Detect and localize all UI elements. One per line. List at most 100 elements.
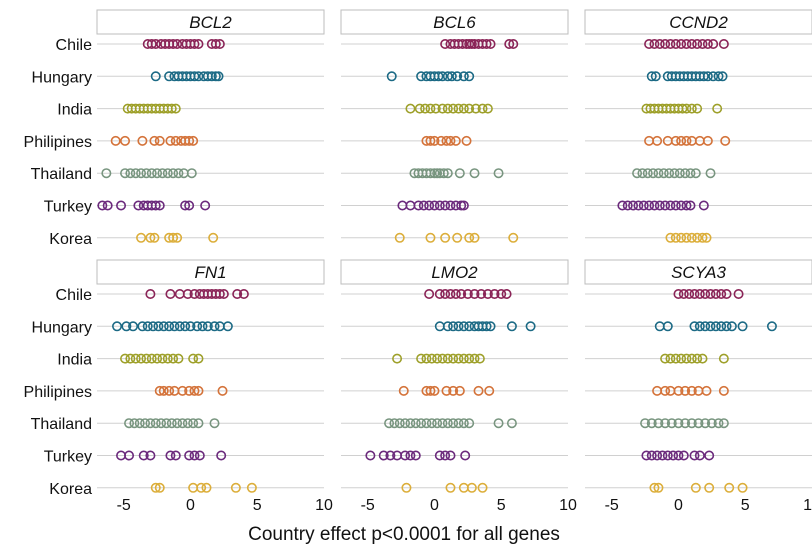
panel-strip bbox=[340, 259, 569, 285]
point-korea bbox=[676, 232, 687, 243]
panel-bcl2: BCL2 bbox=[96, 9, 325, 243]
point-philipines bbox=[450, 135, 461, 146]
point-turkey bbox=[704, 450, 715, 461]
point-thailand bbox=[648, 168, 659, 179]
point-korea bbox=[697, 232, 708, 243]
point-india bbox=[432, 353, 443, 364]
point-thailand bbox=[421, 418, 432, 429]
point-india bbox=[166, 103, 177, 114]
point-chile bbox=[214, 38, 225, 49]
point-india bbox=[681, 103, 692, 114]
point-chile bbox=[660, 38, 671, 49]
country-label-korea: Korea bbox=[49, 481, 92, 498]
point-india bbox=[469, 353, 480, 364]
point-turkey bbox=[200, 200, 211, 211]
point-thailand bbox=[101, 168, 112, 179]
point-hungary bbox=[689, 321, 700, 332]
point-korea bbox=[469, 232, 480, 243]
country-label-thailand: Thailand bbox=[31, 166, 92, 183]
point-korea bbox=[704, 482, 715, 493]
point-turkey bbox=[638, 200, 649, 211]
point-india bbox=[136, 353, 147, 364]
point-thailand bbox=[464, 418, 475, 429]
point-turkey bbox=[133, 200, 144, 211]
point-turkey bbox=[434, 450, 445, 461]
panel-lmo2: LMO2 bbox=[340, 259, 569, 493]
point-hungary bbox=[164, 321, 175, 332]
point-thailand bbox=[658, 168, 669, 179]
point-hungary bbox=[716, 321, 727, 332]
point-korea bbox=[477, 482, 488, 493]
point-thailand bbox=[653, 418, 664, 429]
point-hungary bbox=[458, 321, 469, 332]
point-hungary bbox=[446, 71, 457, 82]
point-thailand bbox=[506, 418, 517, 429]
point-thailand bbox=[405, 418, 416, 429]
point-turkey bbox=[628, 200, 639, 211]
point-india bbox=[442, 353, 453, 364]
point-korea bbox=[464, 232, 475, 243]
panel-strip bbox=[584, 259, 812, 285]
point-thailand bbox=[125, 168, 136, 179]
point-thailand bbox=[177, 418, 188, 429]
point-korea bbox=[440, 232, 451, 243]
panels-layer: BCL2 BCL6 CCND2 FN1 LMO2 SCYA3 bbox=[96, 9, 812, 493]
x-tick-label: 0 bbox=[186, 497, 195, 514]
point-thailand bbox=[660, 418, 671, 429]
point-hungary bbox=[485, 321, 496, 332]
point-chile bbox=[165, 288, 176, 299]
point-turkey bbox=[102, 200, 113, 211]
point-thailand bbox=[136, 168, 147, 179]
point-chile bbox=[676, 38, 687, 49]
point-philipines bbox=[436, 135, 447, 146]
point-turkey bbox=[170, 450, 181, 461]
point-hungary bbox=[646, 71, 657, 82]
point-thailand bbox=[145, 418, 156, 429]
point-india bbox=[426, 353, 437, 364]
panel-title: BCL6 bbox=[433, 13, 476, 32]
country-labels: Chile Hungary India Philipines Thailand Turke… bbox=[24, 37, 93, 498]
point-turkey bbox=[440, 200, 451, 211]
point-turkey bbox=[378, 450, 389, 461]
point-turkey bbox=[400, 450, 411, 461]
point-india bbox=[686, 103, 697, 114]
point-india bbox=[686, 353, 697, 364]
x-axis-label: Country effect p<0.0001 for all genes bbox=[248, 524, 560, 544]
point-turkey bbox=[685, 200, 696, 211]
point-thailand bbox=[182, 418, 193, 429]
point-hungary bbox=[416, 71, 427, 82]
point-india bbox=[660, 353, 671, 364]
point-korea bbox=[653, 482, 664, 493]
point-india bbox=[193, 353, 204, 364]
point-hungary bbox=[662, 321, 673, 332]
point-philipines bbox=[670, 135, 681, 146]
point-philipines bbox=[165, 135, 176, 146]
x-tick-label: 5 bbox=[741, 497, 750, 514]
point-thailand bbox=[442, 168, 453, 179]
point-chile bbox=[718, 38, 729, 49]
point-hungary bbox=[710, 321, 721, 332]
point-turkey bbox=[418, 200, 429, 211]
point-turkey bbox=[676, 200, 687, 211]
point-chile bbox=[440, 38, 451, 49]
point-chile bbox=[681, 38, 692, 49]
point-thailand bbox=[426, 418, 437, 429]
point-india bbox=[130, 353, 141, 364]
point-turkey bbox=[445, 200, 456, 211]
country-label-turkey: Turkey bbox=[44, 199, 92, 216]
point-turkey bbox=[184, 200, 195, 211]
point-thailand bbox=[493, 168, 504, 179]
point-chile bbox=[508, 38, 519, 49]
point-korea bbox=[701, 232, 712, 243]
panel-strip bbox=[584, 9, 812, 35]
point-turkey bbox=[145, 450, 156, 461]
point-chile bbox=[482, 288, 493, 299]
point-philipines bbox=[473, 385, 484, 396]
point-philipines bbox=[429, 135, 440, 146]
panel-strip bbox=[96, 9, 325, 35]
point-india bbox=[442, 103, 453, 114]
point-chile bbox=[238, 288, 249, 299]
point-india bbox=[670, 353, 681, 364]
point-thailand bbox=[713, 418, 724, 429]
point-thailand bbox=[448, 418, 459, 429]
